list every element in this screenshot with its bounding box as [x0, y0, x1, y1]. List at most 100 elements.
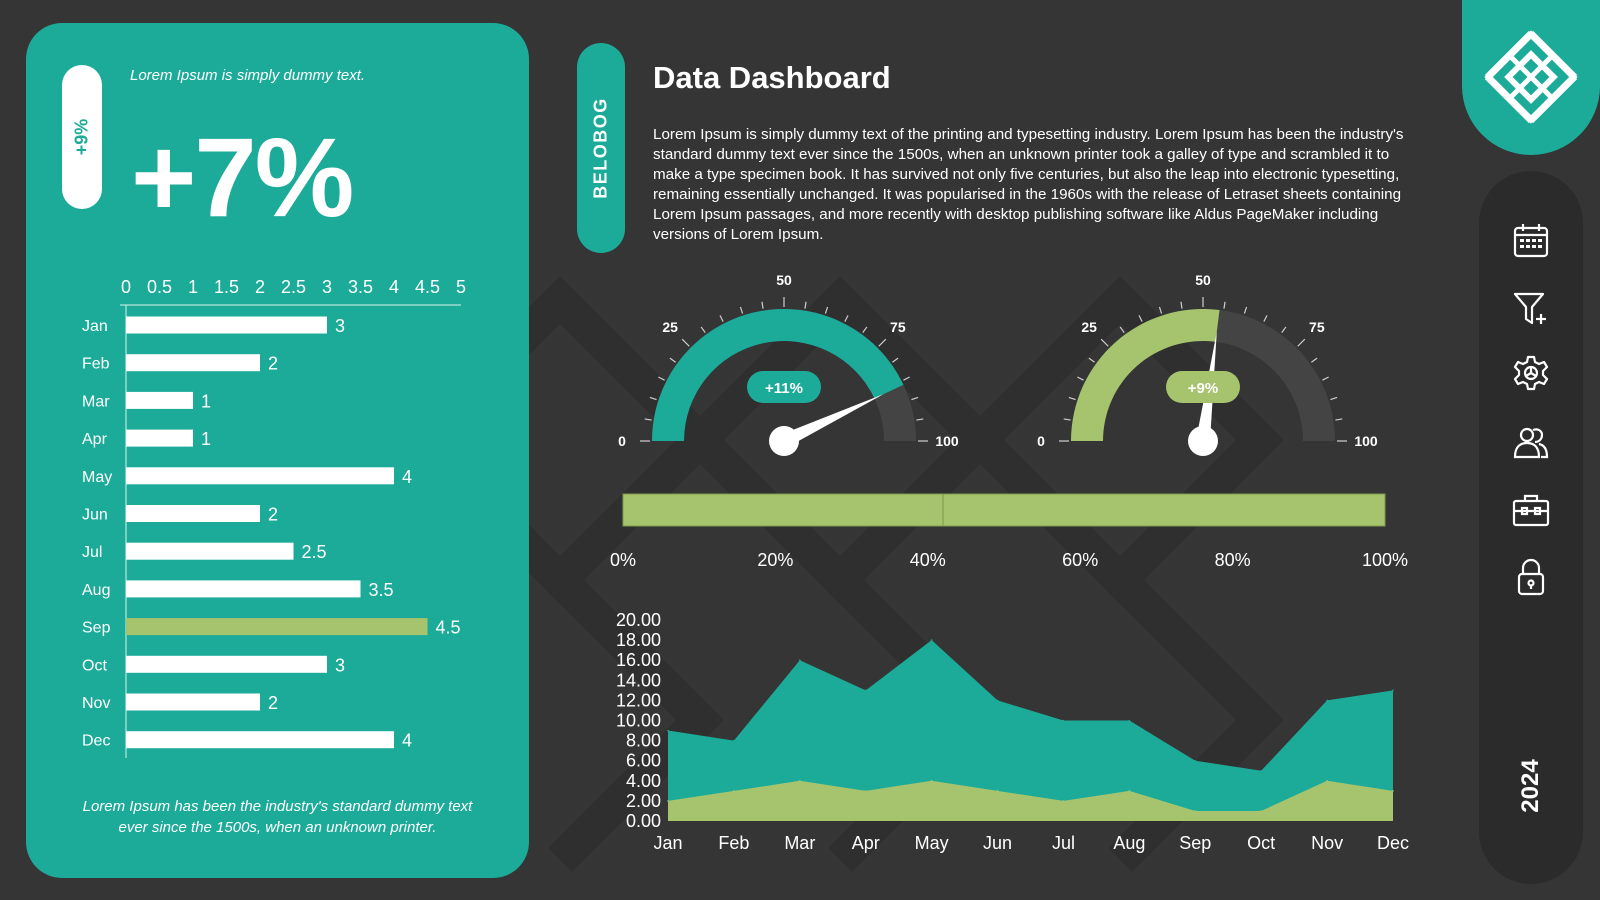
bar [126, 580, 361, 598]
area-x-tick-label: Apr [852, 833, 880, 853]
area-point [1326, 699, 1328, 702]
area-point [1128, 790, 1131, 792]
area-y-tick-label: 20.00 [616, 610, 661, 630]
bar-x-tick-label: 2.5 [281, 277, 306, 297]
bar [126, 391, 193, 409]
area-point [930, 639, 933, 641]
bar-value-label: 4 [402, 467, 412, 487]
bar-value-label: 3 [335, 316, 345, 336]
area-point [1062, 719, 1065, 722]
area-point [1260, 810, 1262, 812]
gauge-needle [781, 394, 884, 448]
lock-icon[interactable] [1512, 558, 1550, 596]
area-y-tick-label: 14.00 [616, 670, 661, 690]
area-point [996, 790, 999, 792]
area-point [733, 739, 735, 742]
gauge-tick [916, 418, 924, 421]
area-x-tick-label: Aug [1113, 833, 1145, 853]
bar-x-tick-label: 0 [121, 277, 131, 297]
area-point [864, 689, 867, 692]
gauge-tick-label: 50 [1195, 272, 1211, 288]
gauge-tick [1335, 418, 1343, 421]
bar-x-tick-label: 4.5 [415, 277, 440, 297]
progress-tick-label: 20% [757, 550, 793, 570]
bar-category-label: Jan [82, 318, 108, 335]
gauge-tick [1311, 357, 1318, 363]
bar-value-label: 1 [201, 391, 211, 411]
gauge-hub [1188, 426, 1218, 456]
bar [126, 542, 294, 560]
gauge-tick-label: 75 [1309, 319, 1325, 335]
bar-category-label: Feb [82, 356, 110, 373]
gauge-tick-label: 100 [1354, 433, 1378, 449]
gauge-tick [658, 376, 665, 381]
percent-pill: +9% [62, 65, 102, 209]
gauge-tick [862, 326, 868, 333]
area-x-tick-label: Sep [1179, 833, 1211, 853]
bar-value-label: 2 [268, 693, 278, 713]
settings-icon[interactable] [1512, 354, 1550, 392]
filter-add-icon[interactable] [1512, 290, 1550, 328]
bar-value-label: 3 [335, 655, 345, 675]
gauge-tick [761, 301, 764, 309]
gauge-tick [719, 315, 724, 322]
area-y-tick-label: 18.00 [616, 630, 661, 650]
gauge-tick [911, 396, 919, 401]
area-point [1194, 759, 1197, 762]
gauge-value-arc [1071, 309, 1220, 441]
area-point [799, 780, 801, 782]
calendar-icon[interactable] [1512, 222, 1550, 260]
briefcase-icon[interactable] [1512, 491, 1550, 529]
area-x-tick-label: Jul [1052, 833, 1075, 853]
area-x-tick-label: Jan [653, 833, 682, 853]
area-point [1392, 790, 1394, 792]
gauge-badge [1166, 371, 1240, 403]
area-y-tick-label: 12.00 [616, 690, 661, 710]
gauge-tick-label: 100 [935, 433, 959, 449]
gauge-tick [649, 396, 657, 401]
gauge-tick [824, 306, 829, 314]
area-point [799, 659, 801, 661]
bar-x-tick-label: 2 [255, 277, 265, 297]
bar [126, 505, 260, 522]
area-point [1326, 780, 1328, 782]
gauge-tick [1088, 357, 1095, 363]
page-title: Data Dashboard [653, 60, 891, 95]
bar [126, 429, 193, 447]
gauge-tick-label: 25 [1081, 319, 1097, 335]
gauge-tick-label: 25 [662, 319, 678, 335]
users-icon[interactable] [1512, 423, 1550, 461]
gauge-tick [739, 306, 744, 314]
area-x-tick-label: Dec [1377, 833, 1409, 853]
gauge-badge-label: +9% [1188, 380, 1218, 397]
area-point [1194, 810, 1197, 812]
bar-category-label: May [82, 469, 112, 486]
bar-category-label: Mar [82, 393, 110, 410]
area-point [1392, 689, 1394, 692]
bar-x-tick-label: 4 [389, 277, 399, 297]
bar [126, 316, 327, 334]
gauge-tick [681, 338, 690, 347]
bar [126, 655, 327, 673]
logo-tab [1462, 0, 1600, 155]
gauge-tick [1281, 326, 1287, 333]
area-y-tick-label: 0.00 [626, 811, 661, 831]
gauge-badge [747, 371, 821, 403]
gauge-tick-label: 50 [776, 272, 792, 288]
gauge-tick [1180, 301, 1183, 309]
bar-category-label: Oct [82, 657, 107, 674]
bar [126, 693, 260, 711]
bar-value-label: 2 [268, 354, 278, 374]
bar-category-label: Aug [82, 582, 110, 599]
bar-category-label: Nov [82, 695, 110, 712]
area-x-tick-label: Nov [1311, 833, 1343, 853]
progress-tick-label: 100% [1362, 550, 1408, 570]
progress-tick-label: 40% [910, 550, 946, 570]
area-series-green [668, 780, 1393, 821]
bar-value-label: 3.5 [369, 580, 394, 600]
gauge-tick [1322, 376, 1329, 381]
gauge-tick [903, 376, 910, 381]
gauge-tick [669, 357, 676, 363]
